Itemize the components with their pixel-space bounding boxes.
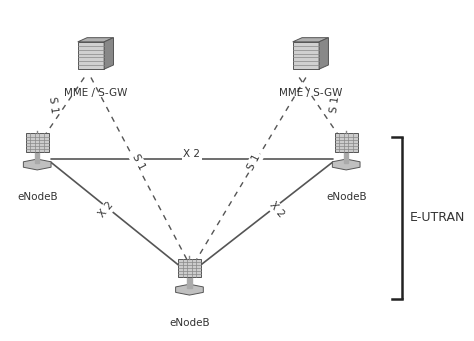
Polygon shape — [78, 38, 113, 42]
Bar — [26, 133, 49, 152]
Bar — [335, 133, 357, 152]
Text: eNodeB: eNodeB — [169, 317, 210, 328]
Polygon shape — [104, 38, 113, 69]
Polygon shape — [78, 42, 104, 69]
Text: S 1: S 1 — [47, 96, 59, 113]
Polygon shape — [319, 38, 328, 69]
Text: eNodeB: eNodeB — [17, 192, 57, 203]
Text: E-UTRAN: E-UTRAN — [410, 211, 465, 224]
Polygon shape — [293, 38, 328, 42]
Text: S 1: S 1 — [130, 152, 146, 172]
Polygon shape — [23, 159, 51, 170]
Polygon shape — [344, 152, 348, 163]
Text: MME / S-GW: MME / S-GW — [64, 88, 127, 98]
Text: S 1: S 1 — [246, 152, 263, 172]
Text: MME / S-GW: MME / S-GW — [279, 88, 342, 98]
Text: X 2: X 2 — [97, 200, 116, 219]
Polygon shape — [35, 152, 39, 163]
Polygon shape — [332, 159, 360, 170]
Text: X 2: X 2 — [183, 149, 200, 159]
Text: S 1: S 1 — [329, 96, 341, 113]
Polygon shape — [187, 277, 191, 288]
Polygon shape — [176, 284, 203, 295]
Bar — [178, 258, 201, 277]
Text: eNodeB: eNodeB — [326, 192, 366, 203]
Text: X 2: X 2 — [267, 200, 286, 219]
Polygon shape — [293, 42, 319, 69]
